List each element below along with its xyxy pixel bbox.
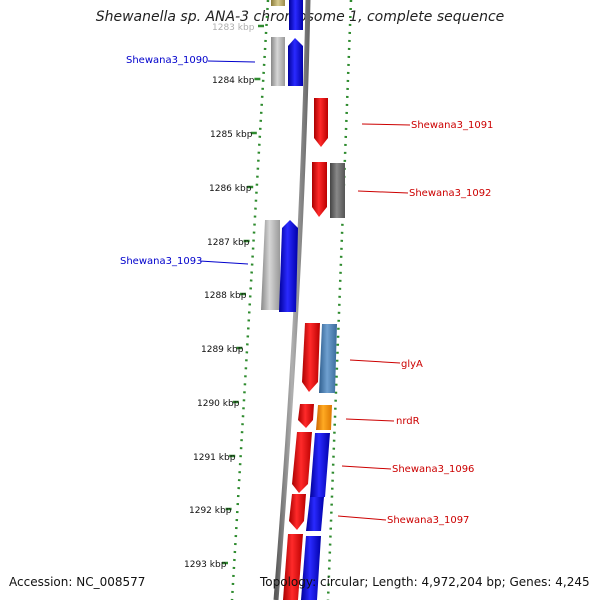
gene-label-glya[interactable]: glyA <box>401 359 423 370</box>
gene-shewana3-1096[interactable] <box>310 433 330 497</box>
label-leaders <box>199 60 411 521</box>
gene-label-shewana3-1091[interactable]: Shewana3_1091 <box>411 120 493 131</box>
accession-text: Accession: NC_008577 <box>9 575 146 589</box>
gene-glya[interactable] <box>302 323 320 392</box>
topology-summary: Topology: circular; Length: 4,972,204 bp… <box>260 575 590 589</box>
gene-top-olive[interactable] <box>271 0 285 6</box>
tick-labels: 1283 kbp 1284 kbp 1285 kbp 1286 kbp 1287… <box>184 23 255 570</box>
tick-label: 1284 kbp <box>212 76 255 86</box>
gene-arrows <box>261 0 345 600</box>
chromosome-backbone <box>273 0 311 600</box>
gene-shewana3-1092[interactable] <box>312 162 327 217</box>
tick-marks <box>222 24 264 565</box>
tick-label: 1286 kbp <box>209 184 252 194</box>
right-dotted-track <box>326 0 353 600</box>
gene-label-nrdr[interactable]: nrdR <box>396 416 420 427</box>
gene-bottom-red[interactable] <box>283 534 303 600</box>
gene-shewana3-1090[interactable] <box>288 38 303 86</box>
gene-glya-steel[interactable] <box>319 324 337 393</box>
gene-bottom-blue[interactable] <box>301 536 321 600</box>
gene-nrdr[interactable] <box>316 405 332 430</box>
tick-label: 1291 kbp <box>193 453 236 463</box>
gene-nrdr-red[interactable] <box>298 404 314 428</box>
tick-label: 1292 kbp <box>189 506 232 516</box>
gene-label-shewana3-1097[interactable]: Shewana3_1097 <box>387 515 469 526</box>
gene-shewana3-1097-red[interactable] <box>289 494 306 530</box>
gene-shewana3-1096-red[interactable] <box>292 432 312 493</box>
tick-label: 1290 kbp <box>197 399 240 409</box>
gene-shewana3-1092-gray[interactable] <box>330 163 345 218</box>
gene-shewana3-1097[interactable] <box>306 497 324 531</box>
tick-label: 1289 kbp <box>201 345 244 355</box>
gene-label-shewana3-1096[interactable]: Shewana3_1096 <box>392 464 474 475</box>
gene-top-blue[interactable] <box>289 0 303 30</box>
gene-shewana3-1090-gray[interactable] <box>271 37 285 86</box>
tick-label: 1293 kbp <box>184 560 227 570</box>
tick-label: 1288 kbp <box>204 291 247 301</box>
tick-label: 1287 kbp <box>207 238 250 248</box>
gene-shewana3-1093-gray[interactable] <box>261 220 280 310</box>
gene-shewana3-1091[interactable] <box>314 98 328 147</box>
gene-labels: Shewana3_1090 Shewana3_1091 Shewana3_109… <box>120 55 493 526</box>
gene-label-shewana3-1092[interactable]: Shewana3_1092 <box>409 188 491 199</box>
gene-label-shewana3-1090[interactable]: Shewana3_1090 <box>126 55 208 66</box>
gene-label-shewana3-1093[interactable]: Shewana3_1093 <box>120 256 202 267</box>
tick-label: 1283 kbp <box>212 23 255 33</box>
tick-label: 1285 kbp <box>210 130 253 140</box>
gene-shewana3-1093[interactable] <box>279 220 298 312</box>
